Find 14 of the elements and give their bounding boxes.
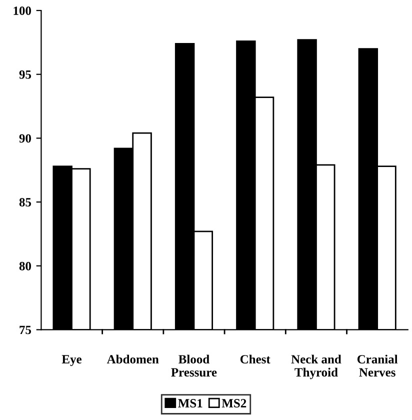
x-tick-label: Eye bbox=[62, 355, 82, 366]
legend-label: MS2 bbox=[222, 399, 246, 408]
y-tick-label: 95 bbox=[19, 70, 32, 79]
y-tick-label: 90 bbox=[19, 134, 31, 143]
x-tick-label: Abdomen bbox=[106, 354, 159, 364]
y-tick-label: 100 bbox=[14, 6, 31, 15]
x-tick-label: Neck and Thyroid bbox=[291, 354, 342, 380]
x-tick-label: Blood Pressure bbox=[171, 354, 217, 377]
legend-label: MS1 bbox=[178, 399, 202, 408]
x-tick-label: Cranial Nerves bbox=[357, 354, 398, 377]
y-tick-label: 75 bbox=[20, 326, 32, 334]
x-tick-label: Chest bbox=[240, 354, 270, 364]
y-tick-label: 85 bbox=[19, 198, 32, 206]
y-tick-label: 80 bbox=[19, 262, 31, 270]
